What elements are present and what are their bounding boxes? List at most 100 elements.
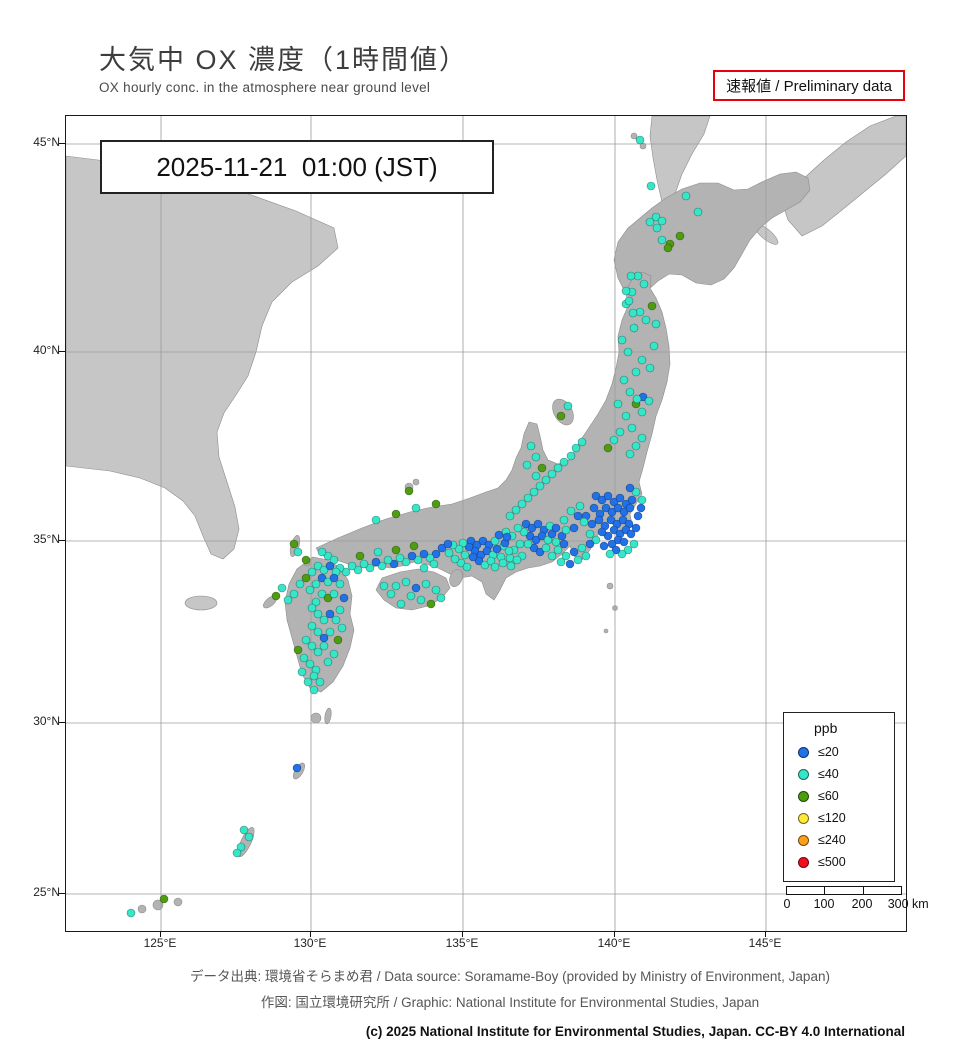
station-dot — [506, 561, 516, 571]
station-dot — [309, 671, 319, 681]
station-dot — [416, 595, 426, 605]
land-ishigaki — [152, 899, 164, 911]
station-dot — [594, 515, 604, 525]
station-dot — [637, 407, 647, 417]
station-dot — [359, 559, 369, 569]
japan-landmass — [137, 132, 811, 914]
station-dot — [605, 549, 615, 559]
japan-map — [66, 116, 906, 931]
station-dot — [527, 523, 537, 533]
station-dot — [419, 563, 429, 573]
station-dot — [323, 551, 333, 561]
station-dot — [371, 515, 381, 525]
station-dots — [126, 135, 703, 918]
station-dot — [631, 367, 641, 377]
station-dot — [329, 589, 339, 599]
station-dot — [553, 463, 563, 473]
land-izu-island-3 — [603, 628, 609, 634]
station-dot — [599, 541, 609, 551]
station-dot — [406, 591, 416, 601]
station-dot — [675, 231, 685, 241]
station-dot — [301, 635, 311, 645]
station-dot — [404, 486, 414, 496]
station-dot — [663, 243, 673, 253]
station-dot — [411, 503, 421, 513]
station-dot — [581, 551, 591, 561]
lon-label: 135°E — [445, 936, 479, 950]
station-dot — [551, 523, 561, 533]
station-dot — [597, 527, 607, 537]
station-dot — [645, 217, 655, 227]
station-dot — [561, 525, 571, 535]
station-dot — [645, 363, 655, 373]
station-dot — [621, 286, 631, 296]
station-dot — [635, 307, 645, 317]
station-dot — [490, 536, 500, 546]
station-dot — [603, 531, 613, 541]
station-dot — [617, 549, 627, 559]
lat-label: 40°N — [33, 343, 60, 357]
station-dot — [601, 503, 611, 513]
station-dot — [637, 433, 647, 443]
station-dot — [556, 411, 566, 421]
land-tanegashima — [324, 707, 332, 725]
station-dot — [319, 615, 329, 625]
footer-source-line: データ出典: 環境省そらまめ君 / Data source: Soramame-… — [190, 969, 830, 984]
station-dot — [283, 595, 293, 605]
station-dot — [627, 495, 637, 505]
station-dot — [468, 552, 478, 562]
station-dot — [325, 627, 335, 637]
station-dot — [649, 341, 659, 351]
station-dot — [391, 545, 401, 555]
station-dot — [517, 499, 527, 509]
station-dot — [502, 532, 512, 542]
station-dot — [383, 555, 393, 565]
station-dot — [329, 573, 339, 583]
station-dot — [522, 460, 532, 470]
station-dot — [426, 599, 436, 609]
station-dot — [521, 519, 531, 529]
station-dot — [329, 649, 339, 659]
station-dot — [431, 499, 441, 509]
station-dot — [319, 633, 329, 643]
scalebar-segment — [825, 887, 864, 894]
station-dot — [624, 296, 634, 306]
axis-tick — [160, 931, 161, 937]
landmass-layer — [66, 116, 906, 611]
station-dot — [492, 544, 502, 554]
station-dot — [498, 558, 508, 568]
station-dot — [333, 635, 343, 645]
station-dot — [313, 647, 323, 657]
station-dot — [504, 546, 514, 556]
station-dot — [391, 509, 401, 519]
station-dot — [585, 529, 595, 539]
station-dot — [573, 511, 583, 521]
station-dot — [444, 548, 454, 558]
axis-tick — [59, 540, 65, 541]
station-dot — [569, 523, 579, 533]
lon-label: 130°E — [293, 936, 327, 950]
station-dot — [603, 491, 613, 501]
station-dot — [325, 609, 335, 619]
land-jeju-island — [184, 595, 218, 611]
lat-label: 25°N — [33, 885, 60, 899]
station-dot — [626, 271, 636, 281]
station-dot — [559, 515, 569, 525]
station-dot — [462, 562, 472, 572]
legend-label: ≤120 — [818, 811, 846, 825]
station-dot — [531, 452, 541, 462]
station-dot — [644, 396, 654, 406]
station-dot — [317, 573, 327, 583]
station-dot — [297, 667, 307, 677]
station-dot — [597, 495, 607, 505]
station-dot — [401, 557, 411, 567]
station-dot — [450, 554, 460, 564]
land-awaji — [449, 568, 463, 588]
land-asia-continent — [66, 155, 339, 560]
legend-row: ≤240 — [798, 829, 894, 851]
station-dot — [627, 423, 637, 433]
station-dot — [295, 579, 305, 589]
station-dot — [429, 559, 439, 569]
scalebar-label: 100 — [813, 897, 835, 911]
